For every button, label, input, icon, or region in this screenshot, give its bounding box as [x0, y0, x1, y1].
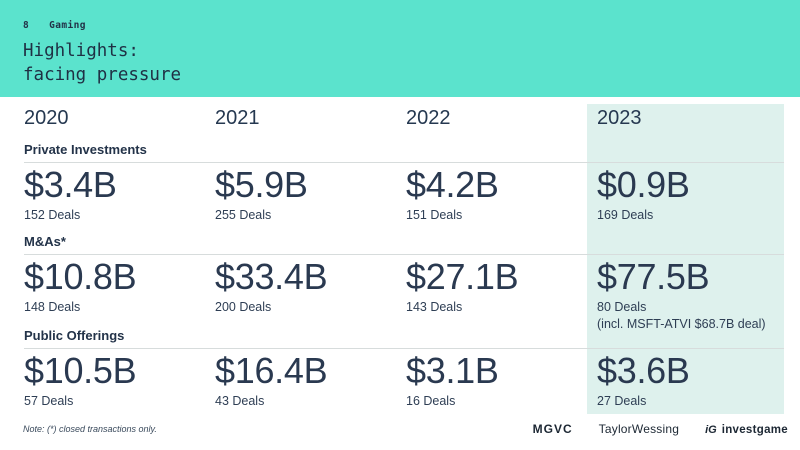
- table-cell: $10.8B 148 Deals: [24, 256, 215, 316]
- page-number: 8: [23, 20, 30, 31]
- stat-value: $10.5B: [24, 350, 137, 391]
- slide-kicker: 8 Gaming: [23, 20, 800, 31]
- year-header-2021: 2021: [215, 107, 260, 129]
- investgame-wordmark: investgame: [721, 424, 788, 436]
- slide-footer: Note: (*) closed transactions only. MGVC…: [23, 420, 788, 438]
- deal-count: 200 Deals: [215, 300, 272, 314]
- deal-count: 16 Deals: [406, 394, 456, 408]
- deal-count: 43 Deals: [215, 394, 265, 408]
- years-row: 2020 2021 2022 2023: [24, 106, 784, 130]
- stat-value: $0.9B: [597, 164, 690, 205]
- stat-value: $33.4B: [215, 256, 328, 297]
- table-cell-highlighted: $77.5B 80 Deals (incl. MSFT-ATVI $68.7B …: [597, 256, 784, 332]
- stat-value: $3.6B: [597, 350, 690, 391]
- values-row-mas: $10.8B 148 Deals $33.4B 200 Deals $27.1B…: [24, 255, 784, 332]
- stat-value: $3.4B: [24, 164, 117, 205]
- deal-count: 57 Deals: [24, 394, 74, 408]
- slide-header: 8 Gaming Highlights: facing pressure: [0, 0, 800, 97]
- investgame-mark-icon: iG: [705, 424, 717, 436]
- table-cell-highlighted: $0.9B 169 Deals: [597, 164, 784, 223]
- stat-value: $5.9B: [215, 164, 308, 205]
- stat-value: $3.1B: [406, 350, 499, 391]
- table-cell: $3.4B 152 Deals: [24, 164, 215, 223]
- table-cell: $16.4B 43 Deals: [215, 350, 406, 409]
- mgvc-logo: MGVC: [532, 422, 573, 436]
- stat-value: $27.1B: [406, 256, 519, 297]
- stats-table: 2020 2021 2022 2023 Private Investments …: [24, 106, 784, 420]
- deal-count: 255 Deals: [215, 208, 272, 222]
- table-cell-highlighted: $3.6B 27 Deals: [597, 350, 784, 409]
- section-header-private-investments: Private Investments: [24, 142, 784, 163]
- section-label: M&As*: [24, 234, 66, 249]
- stat-value: $77.5B: [597, 256, 710, 297]
- deal-count: 143 Deals: [406, 300, 463, 314]
- stat-value: $16.4B: [215, 350, 328, 391]
- section-header-public-offerings: Public Offerings: [24, 328, 784, 349]
- stat-value: $4.2B: [406, 164, 499, 205]
- table-cell: $5.9B 255 Deals: [215, 164, 406, 223]
- table-cell: $33.4B 200 Deals: [215, 256, 406, 316]
- year-header-2023: 2023: [597, 107, 642, 129]
- section-label: Gaming: [49, 20, 86, 31]
- section-label: Public Offerings: [24, 328, 125, 343]
- deal-count: 148 Deals: [24, 300, 81, 314]
- slide-title-line2: facing pressure: [23, 65, 182, 85]
- taylor-wessing-logo: TaylorWessing: [598, 422, 680, 436]
- stat-value: $10.8B: [24, 256, 137, 297]
- highlight-2023-column: [587, 104, 784, 414]
- section-label: Private Investments: [24, 142, 147, 157]
- table-cell: $3.1B 16 Deals: [406, 350, 597, 409]
- deal-count: 151 Deals: [406, 208, 463, 222]
- deal-count: 169 Deals: [597, 208, 654, 222]
- table-cell: $10.5B 57 Deals: [24, 350, 215, 409]
- table-cell: $27.1B 143 Deals: [406, 256, 597, 316]
- values-row-public-offerings: $10.5B 57 Deals $16.4B 43 Deals $3.1B 16…: [24, 349, 784, 420]
- deal-detail-note: (incl. MSFT-ATVI $68.7B deal): [597, 317, 766, 331]
- deal-count: 80 Deals: [597, 300, 647, 314]
- slide-title: Highlights: facing pressure: [23, 39, 800, 87]
- slide-title-line1: Highlights:: [23, 41, 139, 61]
- partner-logos: MGVC TaylorWessing iG investgame: [533, 422, 788, 436]
- table-cell: $4.2B 151 Deals: [406, 164, 597, 223]
- year-header-2020: 2020: [24, 107, 69, 129]
- values-row-private-investments: $3.4B 152 Deals $5.9B 255 Deals $4.2B 15…: [24, 163, 784, 234]
- deal-count: 27 Deals: [597, 394, 647, 408]
- investgame-logo: iG investgame: [705, 424, 788, 436]
- footnote: Note: (*) closed transactions only.: [23, 424, 157, 434]
- year-header-2022: 2022: [406, 107, 451, 129]
- deal-count: 152 Deals: [24, 208, 81, 222]
- section-header-mas: M&As*: [24, 234, 784, 255]
